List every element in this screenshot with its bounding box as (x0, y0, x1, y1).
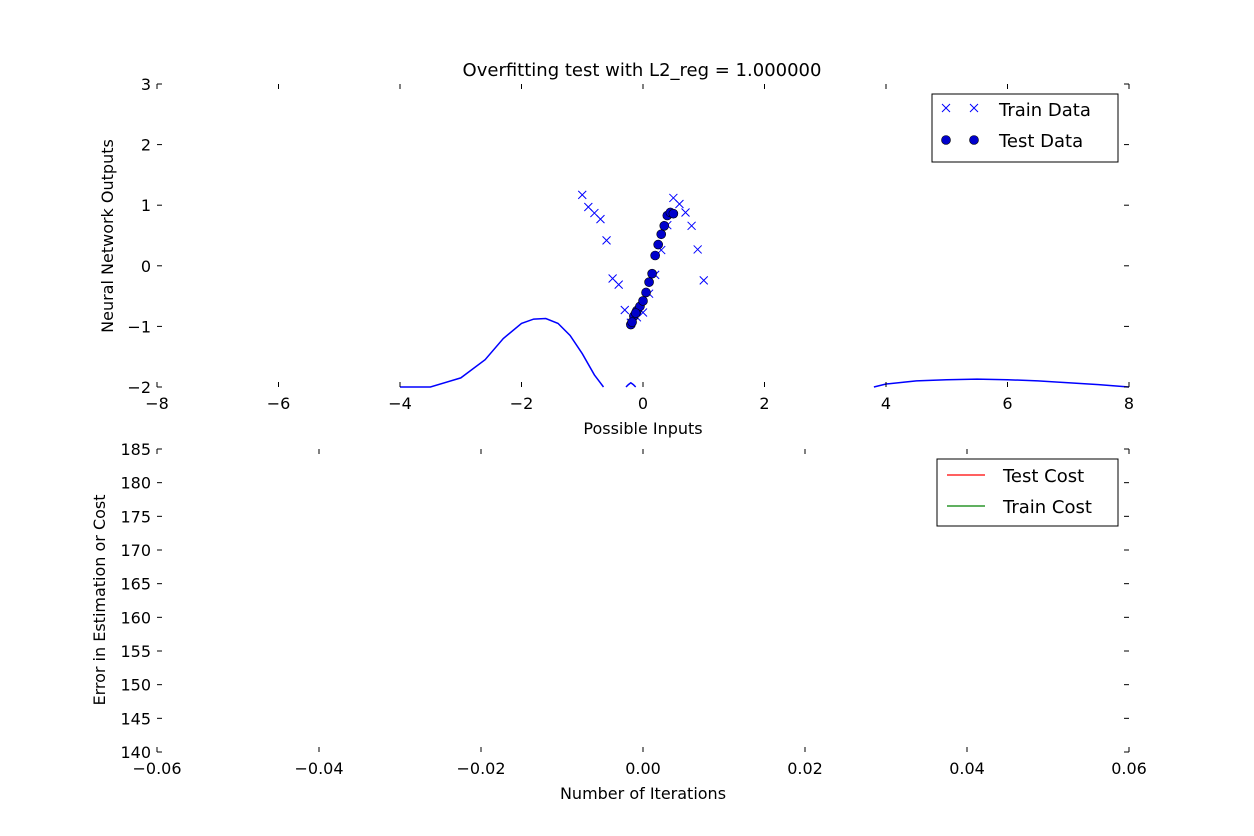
legend-marker-train-data (941, 103, 979, 113)
y-tick-label: 140 (120, 743, 151, 762)
train-data-point (687, 221, 696, 231)
x-tick-label: −8 (145, 394, 169, 413)
test-data-point (668, 208, 679, 219)
train-data-point (675, 199, 684, 209)
x-tick-label: −2 (510, 394, 534, 413)
y-tick-label: 175 (120, 507, 151, 526)
test-data-point (641, 287, 651, 298)
train-data-point (614, 280, 624, 289)
y-tick-label: 2 (141, 136, 151, 155)
y-tick-label: 165 (120, 575, 151, 594)
outputs-y-ticks: −2 −1 0 1 2 3 (127, 75, 1129, 397)
x-tick-label: −4 (388, 394, 412, 413)
y-tick-label: 150 (120, 676, 151, 695)
legend-label-train-cost: Train Cost (1002, 497, 1092, 518)
y-tick-label: 0 (141, 257, 151, 276)
legend-marker-test-data (941, 135, 979, 145)
x-tick-label: 0.06 (1111, 759, 1147, 778)
y-tick-label: 1 (141, 196, 151, 215)
outputs-y-axis-label: Neural Network Outputs (98, 139, 117, 333)
x-tick-label: −0.04 (294, 759, 343, 778)
test-data-point (627, 317, 637, 327)
x-tick-label: 0.02 (787, 759, 823, 778)
x-tick-label: 0.04 (949, 759, 985, 778)
cost-chart: −0.06 −0.04 −0.02 0.00 0.02 0.04 0.06 140 145 15… (90, 440, 1147, 803)
train-data-point (681, 208, 690, 217)
x-tick-label: −0.02 (456, 759, 505, 778)
test-data-point (647, 268, 657, 279)
test-data-point (656, 229, 667, 240)
x-tick-label: −6 (267, 394, 291, 413)
train-data-point (699, 275, 709, 285)
test-data-point (630, 308, 641, 318)
x-tick-label: 4 (881, 394, 891, 413)
x-tick-label: 8 (1124, 394, 1134, 413)
y-tick-label: 160 (120, 608, 151, 627)
cost-legend: Test Cost Train Cost (936, 458, 1119, 527)
train-data-point (596, 214, 605, 224)
x-tick-label: 0 (638, 394, 648, 413)
train-data-point (693, 245, 703, 254)
y-tick-label: 3 (141, 75, 151, 94)
outputs-x-ticks: −8 −6 −4 −2 0 2 4 6 8 (145, 84, 1134, 413)
test-data-point (650, 250, 660, 261)
cost-y-ticks: 140 145 150 155 160 165 170 175 180 185 (120, 440, 1129, 762)
test-data-point (644, 277, 654, 287)
cost-legend-box (936, 458, 1119, 527)
train-data-point (577, 190, 587, 200)
legend-label-test-cost: Test Cost (1002, 466, 1084, 487)
y-tick-label: 145 (120, 709, 151, 728)
outputs-x-axis-label: Possible Inputs (583, 419, 702, 438)
legend-label-test-data: Test Data (998, 131, 1083, 152)
train-data-point (620, 305, 630, 315)
legend-label-train-data: Train Data (998, 100, 1091, 121)
y-tick-label: 170 (120, 541, 151, 560)
train-data-point (602, 235, 611, 245)
outputs-chart-title: Overfitting test with L2_reg = 1.000000 (463, 60, 822, 81)
test-data-point (653, 239, 663, 250)
fit-curve-segment (400, 317, 605, 388)
x-tick-label: 0.00 (625, 759, 661, 778)
outputs-chart-marks (400, 190, 1130, 388)
y-tick-label: 155 (120, 642, 151, 661)
y-tick-label: 185 (120, 440, 151, 459)
outputs-legend: Train Data Test Data (931, 93, 1119, 163)
y-tick-label: −2 (127, 378, 151, 397)
x-tick-label: 2 (759, 394, 769, 413)
y-tick-label: 180 (120, 474, 151, 493)
y-tick-label: −1 (127, 317, 151, 336)
cost-x-axis-label: Number of Iterations (560, 784, 726, 803)
fit-curve-segment (873, 378, 1130, 388)
fit-curve-segment (625, 381, 637, 388)
x-tick-label: 6 (1002, 394, 1012, 413)
test-data-point (659, 221, 670, 231)
cost-x-ticks: −0.06 −0.04 −0.02 0.00 0.02 0.04 0.06 (132, 449, 1147, 778)
test-data-point (638, 296, 648, 306)
cost-y-axis-label: Error in Estimation or Cost (90, 494, 109, 705)
outputs-chart: Overfitting test with L2_reg = 1.000000 … (98, 60, 1134, 438)
outputs-legend-box (931, 93, 1119, 163)
x-tick-label: −0.06 (132, 759, 181, 778)
